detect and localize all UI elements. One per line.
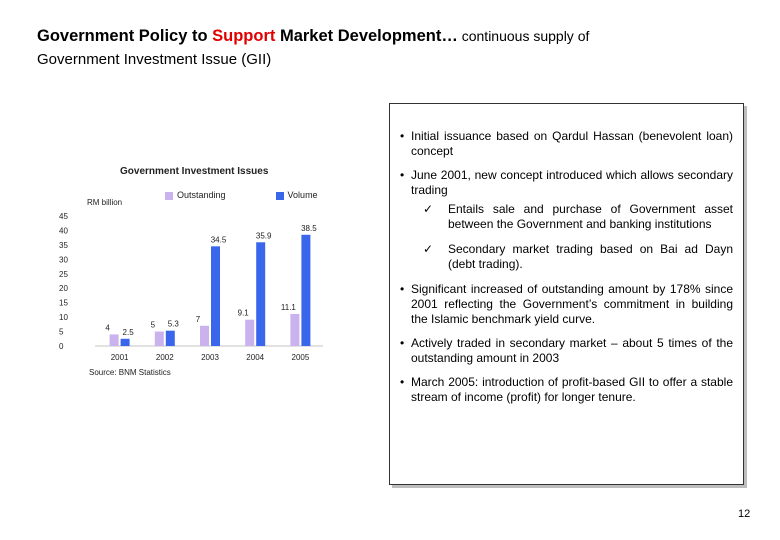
bullet-june-2001-text: June 2001, new concept introduced which … [411, 168, 733, 197]
bullet-outstanding-increase: Significant increased of outstanding amo… [400, 282, 733, 327]
data-label-outstanding-2005: 11.1 [281, 303, 297, 312]
title-small: continuous supply of [457, 28, 590, 44]
data-label-volume-2001: 2.5 [123, 328, 135, 337]
bar-volume-2002 [165, 330, 175, 346]
data-label-volume-2005: 38.5 [301, 224, 317, 233]
legend-volume-swatch [275, 191, 284, 200]
y-tick-label: 35 [59, 241, 68, 250]
x-tick-label-2005: 2005 [292, 353, 310, 362]
chart-source: Source: BNM Statistics [89, 368, 171, 377]
chart-plot: 0 5 10 15 20 25 30 35 40 45 4 2.5 2001 5 5.3 2002 7 34.5 2… [59, 212, 323, 362]
page-number: 12 [738, 508, 751, 520]
y-tick-label: 10 [59, 313, 68, 322]
bar-outstanding-2005 [290, 313, 300, 346]
y-tick-label: 40 [59, 226, 68, 235]
legend-outstanding-swatch [165, 191, 173, 200]
bullet-march-2005: March 2005: introduction of profit-based… [400, 375, 733, 405]
policy-list: Initial issuance based on Qardul Hassan … [400, 129, 733, 405]
data-label-volume-2003: 34.5 [211, 235, 227, 244]
y-tick-label: 45 [59, 212, 68, 221]
y-tick-label: 25 [59, 270, 68, 279]
bullet-june-2001: June 2001, new concept introduced which … [400, 168, 733, 272]
title-part1: Government Policy to [37, 27, 213, 45]
bar-outstanding-2002 [154, 331, 164, 346]
data-label-outstanding-2003: 7 [196, 315, 201, 324]
page-title: Government Policy to Support Market Deve… [37, 24, 757, 72]
x-tick-label-2001: 2001 [111, 353, 129, 362]
bar-volume-2001 [120, 338, 130, 346]
chart-legend: Outstanding Volume [165, 190, 318, 200]
check-secondary-trading: Secondary market trading based on Bai ad… [411, 242, 733, 272]
bar-volume-2003 [211, 246, 220, 346]
policy-textbox: Initial issuance based on Qardul Hassan … [389, 103, 744, 485]
bar-volume-2005 [301, 234, 311, 346]
chart-title: Government Investment Issues [120, 166, 269, 177]
gii-chart: Government Investment Issues Outstanding… [55, 160, 335, 382]
y-tick-label: 30 [59, 255, 68, 264]
title-accent: Support [212, 27, 276, 45]
check-list: Entails sale and purchase of Government … [411, 202, 733, 272]
legend-volume: Volume [275, 190, 318, 200]
data-label-volume-2004: 35.9 [256, 231, 272, 240]
x-tick-label-2002: 2002 [156, 353, 174, 362]
legend-outstanding: Outstanding [165, 190, 226, 200]
bar-volume-2004 [256, 242, 266, 346]
y-tick-label: 5 [59, 328, 64, 337]
x-tick-label-2004: 2004 [246, 353, 264, 362]
y-tick-label: 20 [59, 284, 68, 293]
data-label-outstanding-2004: 9.1 [238, 309, 250, 318]
title-part2: Market Development… [275, 27, 458, 45]
bullet-actively-traded: Actively traded in secondary market – ab… [400, 336, 733, 366]
data-label-volume-2002: 5.3 [168, 320, 180, 329]
y-tick-label: 15 [59, 299, 68, 308]
bar-outstanding-2001 [109, 334, 119, 346]
bar-outstanding-2003 [200, 325, 209, 346]
y-tick-label: 0 [59, 342, 64, 351]
x-tick-label-2003: 2003 [201, 353, 219, 362]
title-line2: Government Investment Issue (GII) [37, 51, 272, 68]
bar-outstanding-2004 [245, 319, 255, 346]
data-label-outstanding-2002: 5 [151, 321, 156, 330]
bullet-initial-issuance: Initial issuance based on Qardul Hassan … [400, 129, 733, 159]
y-axis-unit: RM billion [87, 198, 123, 207]
check-sale-purchase: Entails sale and purchase of Government … [411, 202, 733, 232]
legend-volume-label: Volume [287, 190, 318, 200]
legend-outstanding-label: Outstanding [177, 190, 226, 200]
data-label-outstanding-2001: 4 [105, 323, 110, 332]
